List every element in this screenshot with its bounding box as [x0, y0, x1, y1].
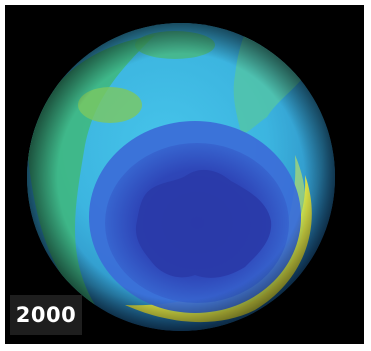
- globe-rim-shade: [27, 23, 335, 331]
- year-label: 2000: [10, 295, 82, 335]
- ozone-globe-image: [5, 5, 364, 344]
- image-frame: 2000: [5, 5, 364, 344]
